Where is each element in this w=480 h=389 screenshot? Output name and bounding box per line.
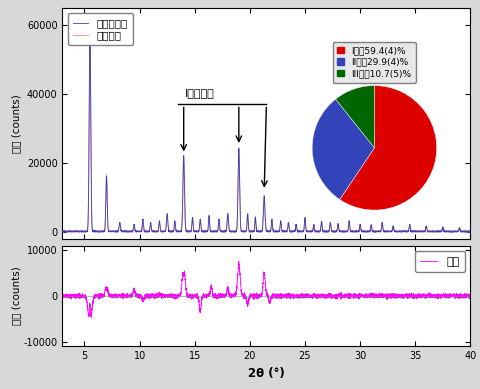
計算データ bbox=[395, 229, 401, 234]
Line: 残差: 残差 bbox=[62, 261, 470, 317]
Legend: I型：59.4(4)%, II型：29.9(4)%, III型：10.7(5)%: I型：59.4(4)%, II型：29.9(4)%, III型：10.7(5)% bbox=[333, 42, 416, 82]
測定結果 bbox=[60, 229, 65, 234]
測定結果 bbox=[325, 229, 331, 234]
計算データ bbox=[468, 230, 473, 234]
計算データ bbox=[134, 229, 140, 233]
Wedge shape bbox=[336, 86, 374, 148]
Legend: 残差: 残差 bbox=[415, 251, 465, 272]
残差 bbox=[236, 259, 241, 264]
残差 bbox=[216, 295, 221, 300]
測定結果 bbox=[134, 230, 140, 234]
残差 bbox=[304, 295, 310, 300]
X-axis label: 2θ (°): 2θ (°) bbox=[248, 366, 285, 380]
Y-axis label: 強度 (counts): 強度 (counts) bbox=[12, 94, 22, 153]
残差 bbox=[395, 295, 401, 300]
Text: I型の残差: I型の残差 bbox=[185, 88, 215, 98]
測定結果 bbox=[304, 229, 310, 234]
残差 bbox=[325, 295, 331, 300]
Wedge shape bbox=[312, 99, 374, 200]
計算データ bbox=[60, 229, 65, 234]
残差 bbox=[60, 293, 65, 297]
Line: 測定結果: 測定結果 bbox=[62, 24, 470, 232]
残差 bbox=[364, 294, 370, 299]
Wedge shape bbox=[340, 86, 437, 210]
測定結果 bbox=[60, 230, 66, 235]
残差 bbox=[468, 293, 473, 297]
測定結果 bbox=[87, 21, 93, 26]
Legend: 計算データ, 測定結果: 計算データ, 測定結果 bbox=[68, 13, 133, 46]
測定結果 bbox=[364, 229, 370, 234]
計算データ bbox=[364, 229, 370, 233]
Line: 計算データ: 計算データ bbox=[62, 31, 470, 232]
計算データ bbox=[304, 229, 310, 234]
測定結果 bbox=[468, 230, 473, 234]
計算データ bbox=[325, 229, 331, 234]
残差 bbox=[88, 315, 94, 320]
計算データ bbox=[216, 221, 221, 226]
計算データ bbox=[87, 29, 93, 33]
計算データ bbox=[76, 230, 82, 235]
測定結果 bbox=[216, 222, 221, 226]
測定結果 bbox=[395, 230, 401, 234]
Y-axis label: 強度 (counts): 強度 (counts) bbox=[12, 266, 22, 325]
残差 bbox=[134, 294, 140, 299]
